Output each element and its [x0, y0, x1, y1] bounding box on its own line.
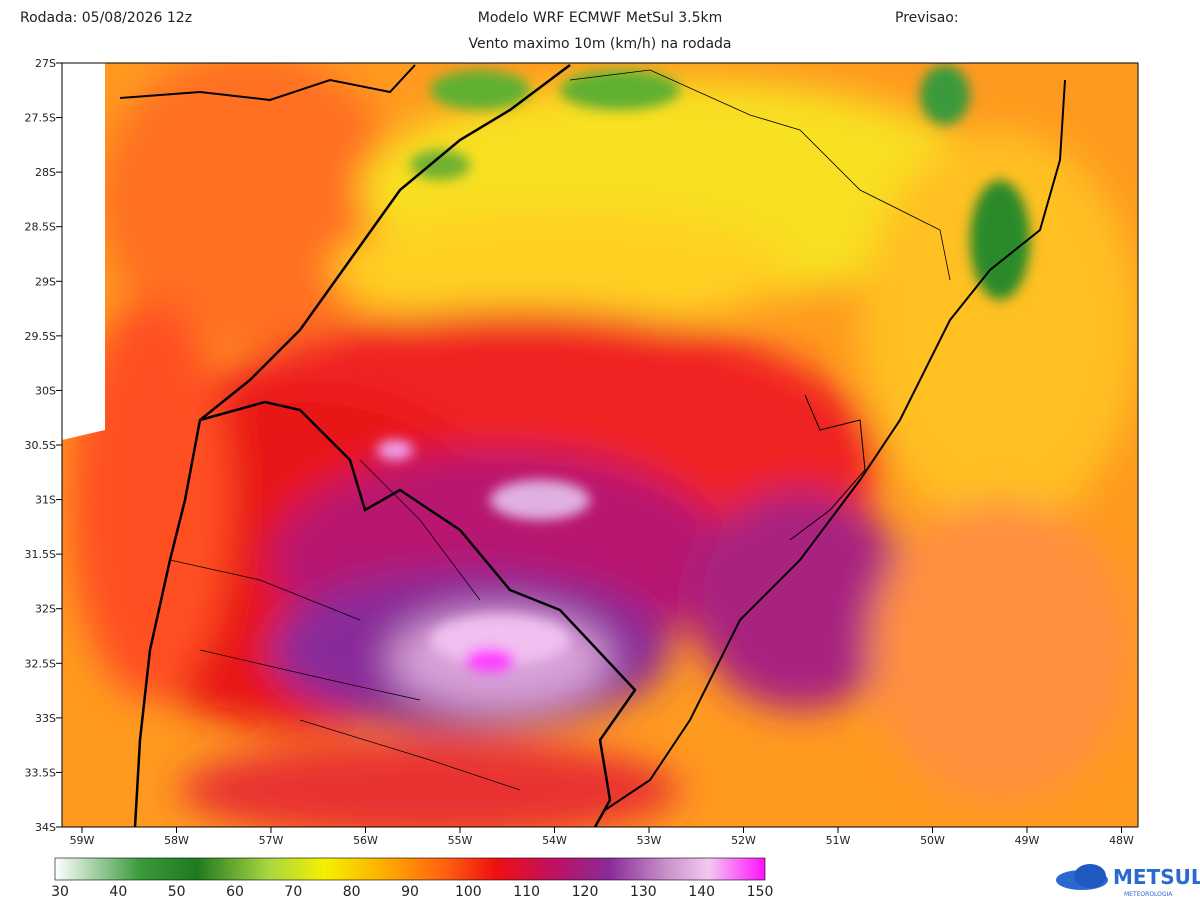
lon-label: 58W [164, 834, 189, 847]
lat-label: 28S [35, 166, 56, 179]
lon-label: 48W [1109, 834, 1134, 847]
colorbar-label: 120 [572, 884, 599, 900]
forecast-label: Previsao: [895, 10, 959, 26]
colorbar-ticks: 30 40 50 60 70 80 90 100 110 120 130 140 150 [51, 884, 773, 900]
lat-label: 29S [35, 275, 56, 288]
colorbar [54, 857, 766, 881]
lat-label: 29.5S [25, 330, 56, 343]
logo-name: METSUL [1113, 865, 1200, 889]
lat-label: 33.5S [25, 766, 56, 779]
colorbar-label: 60 [226, 884, 244, 900]
lon-label: 54W [542, 834, 567, 847]
colorbar-label: 150 [747, 884, 774, 900]
lon-label: 52W [731, 834, 756, 847]
lat-label: 30.5S [25, 439, 56, 452]
lat-label: 34S [35, 821, 56, 834]
colorbar-label: 70 [284, 884, 302, 900]
colorbar-label: 90 [401, 884, 419, 900]
lat-axis: 27S 27.5S 28S 28.5S 29S 29.5S 30S 30.5S 31S 31.5S… [25, 57, 62, 834]
lon-axis: 59W 58W 57W 56W 55W 54W 53W 52W 51W 50W 49W 48W [70, 827, 1134, 847]
lat-label: 31S [35, 494, 56, 507]
lat-label: 33S [35, 712, 56, 725]
lat-label: 31.5S [25, 548, 56, 561]
lat-label: 27.5S [25, 112, 56, 125]
lon-label: 51W [826, 834, 851, 847]
colorbar-label: 40 [109, 884, 127, 900]
lat-label: 32.5S [25, 657, 56, 670]
logo-tagline: METEOROLOGIA [1124, 891, 1173, 898]
borders [119, 64, 1066, 827]
lon-label: 59W [70, 834, 95, 847]
colorbar-label: 110 [513, 884, 540, 900]
wind-field [62, 63, 1138, 827]
lat-label: 28.5S [25, 221, 56, 234]
colorbar-label: 50 [168, 884, 186, 900]
lon-label: 53W [637, 834, 662, 847]
run-label: Rodada: 05/08/2026 12z [20, 10, 192, 26]
lon-label: 57W [259, 834, 284, 847]
lon-label: 56W [353, 834, 378, 847]
subtitle: Vento maximo 10m (km/h) na rodada [469, 36, 732, 52]
lat-label: 32S [35, 603, 56, 616]
lon-label: 50W [920, 834, 945, 847]
title: Modelo WRF ECMWF MetSul 3.5km [478, 10, 722, 26]
lon-label: 55W [448, 834, 473, 847]
lat-label: 27S [35, 57, 56, 70]
colorbar-label: 100 [455, 884, 482, 900]
logo: METSUL METEOROLOGIA [1056, 864, 1200, 898]
lon-label: 49W [1015, 834, 1040, 847]
lat-label: 30S [35, 384, 56, 397]
colorbar-label: 140 [688, 884, 715, 900]
colorbar-label: 130 [630, 884, 657, 900]
colorbar-label: 80 [343, 884, 361, 900]
colorbar-label: 30 [51, 884, 69, 900]
